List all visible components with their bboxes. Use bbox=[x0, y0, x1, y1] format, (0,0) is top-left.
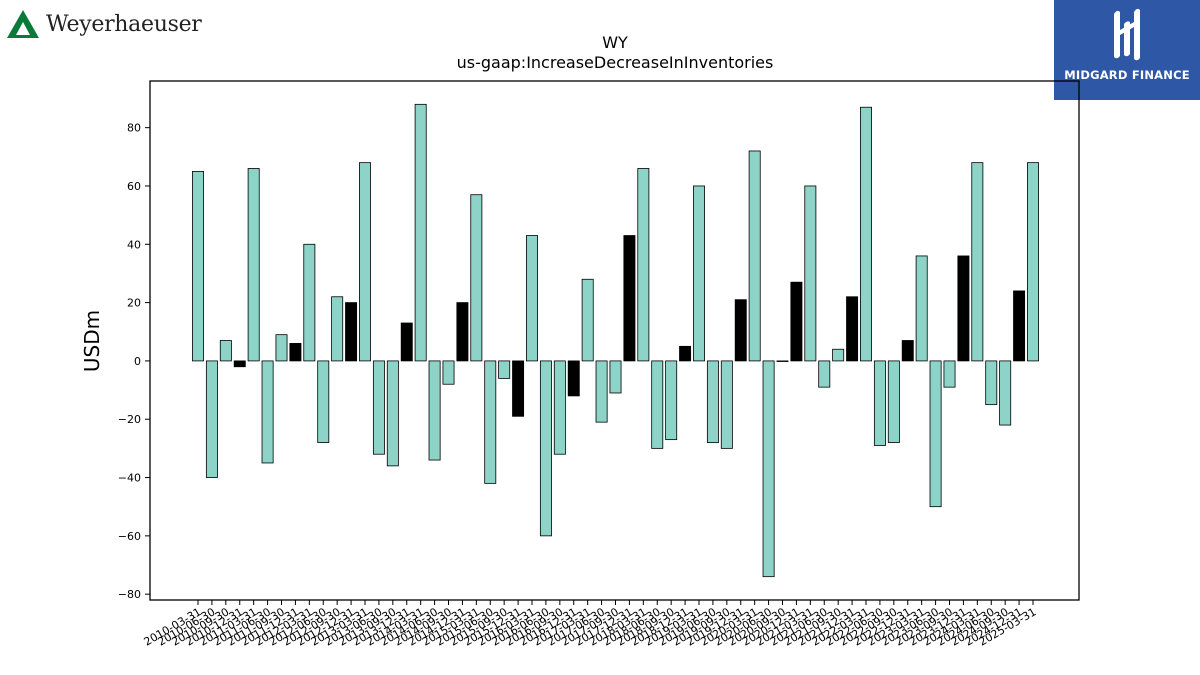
bar-2010-12-31 bbox=[233, 360, 246, 368]
bar-2012-06-30 bbox=[317, 360, 330, 443]
bar-2014-09-30 bbox=[442, 360, 455, 385]
bar-2011-12-31 bbox=[289, 343, 302, 362]
y-tick-label: 20 bbox=[127, 297, 141, 310]
midgard-finance-logo: MIDGARD FINANCE bbox=[1054, 0, 1200, 100]
bar-2021-03-31 bbox=[804, 185, 817, 362]
bar-2024-03-31 bbox=[971, 162, 984, 362]
bar-2021-12-31 bbox=[846, 296, 859, 362]
bar-2013-12-31 bbox=[400, 322, 413, 362]
bar-2024-06-30 bbox=[985, 360, 998, 406]
chart-subtitle: us-gaap:IncreaseDecreaseInInventories bbox=[457, 53, 774, 72]
bars-layer bbox=[192, 103, 1039, 578]
bar-2012-12-31 bbox=[345, 302, 358, 362]
y-axis-label: USDm bbox=[80, 310, 104, 372]
bar-2022-06-30 bbox=[873, 360, 886, 446]
logo-right-text: MIDGARD FINANCE bbox=[1064, 68, 1190, 82]
bar-2017-12-31 bbox=[623, 235, 636, 362]
bar-2016-12-31 bbox=[567, 360, 580, 397]
bar-2019-12-31 bbox=[734, 299, 747, 362]
y-tick-label: −60 bbox=[118, 530, 141, 543]
bar-2014-12-31 bbox=[456, 302, 469, 362]
bar-2011-09-30 bbox=[275, 334, 288, 362]
bar-2012-03-31 bbox=[303, 243, 316, 362]
bar-2021-09-30 bbox=[832, 348, 845, 362]
midgard-emblem-icon bbox=[1114, 8, 1140, 61]
y-tick-label: 60 bbox=[127, 180, 141, 193]
bar-2017-09-30 bbox=[609, 360, 622, 394]
bar-2014-03-31 bbox=[414, 103, 427, 362]
bar-2019-09-30 bbox=[720, 360, 733, 449]
bar-2015-03-31 bbox=[470, 194, 483, 362]
y-tick-label: −80 bbox=[118, 588, 141, 601]
bar-2019-03-31 bbox=[693, 185, 705, 362]
bar-2014-06-30 bbox=[428, 360, 441, 461]
y-axis: −80 −60 −40 −20 0 20 40 60 80 bbox=[118, 122, 150, 601]
bar-2023-09-30 bbox=[943, 360, 956, 388]
y-tick-label: 40 bbox=[127, 238, 141, 251]
bar-2018-09-30 bbox=[665, 360, 678, 441]
y-tick-label: 80 bbox=[127, 122, 141, 135]
bar-2013-06-30 bbox=[372, 360, 385, 455]
bar-2023-06-30 bbox=[929, 360, 942, 508]
chart-title: WY bbox=[602, 33, 628, 52]
bar-2018-12-31 bbox=[679, 345, 692, 362]
bar-2022-09-30 bbox=[887, 360, 900, 443]
bar-2016-03-31 bbox=[526, 235, 538, 362]
bar-2012-09-30 bbox=[331, 296, 344, 362]
tree-icon bbox=[7, 10, 39, 38]
y-tick-label: −40 bbox=[118, 472, 141, 485]
weyerhaeuser-logo: Weyerhaeuser bbox=[6, 6, 202, 42]
y-tick-label: −20 bbox=[118, 413, 141, 426]
bar-2016-09-30 bbox=[553, 360, 566, 455]
bar-2024-09-30 bbox=[999, 360, 1012, 426]
bar-2010-09-30 bbox=[219, 340, 232, 362]
bar-2010-03-31 bbox=[192, 170, 204, 362]
bar-2010-06-30 bbox=[205, 360, 218, 478]
bar-2024-12-31 bbox=[1013, 290, 1026, 362]
bar-2015-06-30 bbox=[484, 360, 497, 484]
bar-2015-09-30 bbox=[498, 360, 511, 379]
bar-2020-12-31 bbox=[790, 281, 803, 362]
y-tick-label: 0 bbox=[134, 355, 141, 368]
bar-2017-03-31 bbox=[581, 278, 594, 362]
bar-2016-06-30 bbox=[539, 360, 552, 537]
bar-2015-12-31 bbox=[512, 360, 525, 417]
bar-2019-06-30 bbox=[706, 360, 719, 443]
bar-2011-06-30 bbox=[261, 360, 274, 464]
bar-2022-12-31 bbox=[901, 340, 914, 362]
bar-2021-06-30 bbox=[818, 360, 831, 388]
bar-2018-03-31 bbox=[637, 168, 650, 362]
bar-2013-09-30 bbox=[386, 360, 399, 467]
logo-text: Weyerhaeuser bbox=[46, 11, 202, 37]
bar-2011-03-31 bbox=[247, 168, 260, 362]
bar-2017-06-30 bbox=[595, 360, 608, 423]
bar-2020-06-30 bbox=[762, 360, 775, 578]
bar-2025-03-31 bbox=[1027, 162, 1039, 362]
plot-frame bbox=[149, 80, 1080, 601]
bar-2018-06-30 bbox=[651, 360, 664, 449]
bar-2023-03-31 bbox=[915, 255, 928, 362]
bar-2020-09-30 bbox=[776, 360, 789, 362]
bar-2020-03-31 bbox=[748, 150, 761, 362]
bar-2023-12-31 bbox=[957, 255, 970, 362]
bar-2013-03-31 bbox=[359, 162, 371, 362]
x-axis: 2010-03-312010-06-302010-09-302010-12-31… bbox=[142, 600, 1039, 649]
bar-2022-03-31 bbox=[860, 106, 872, 362]
